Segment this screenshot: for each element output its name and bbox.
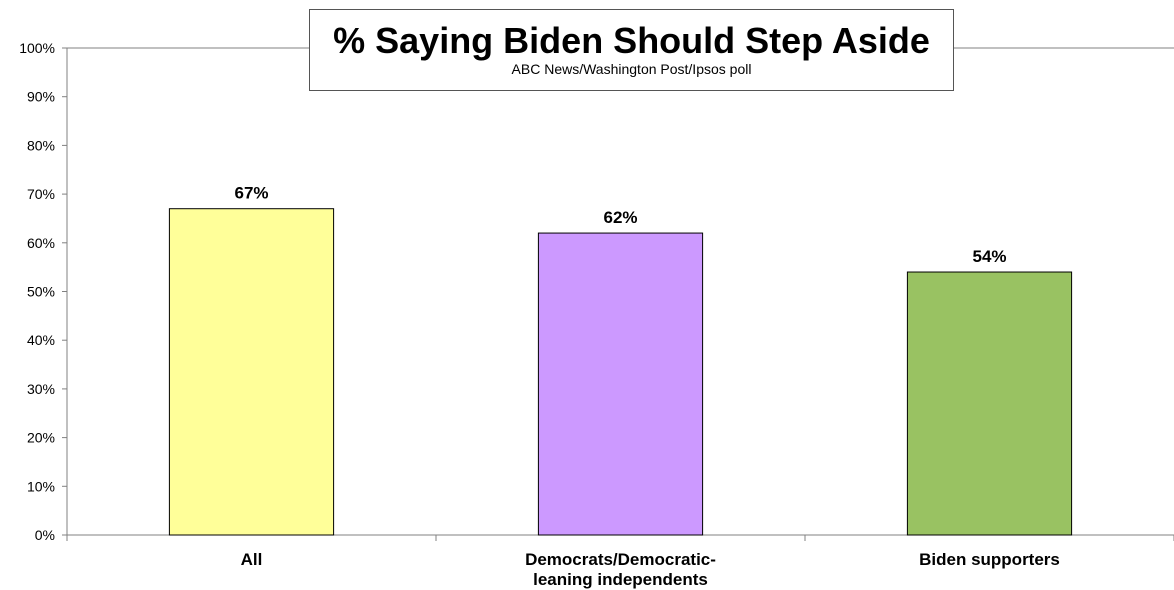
chart-subtitle: ABC News/Washington Post/Ipsos poll	[511, 61, 752, 77]
y-tick-label: 10%	[27, 478, 55, 494]
y-tick-label: 60%	[27, 235, 55, 251]
y-tick-label: 80%	[27, 137, 55, 153]
x-category-label: leaning independents	[533, 570, 708, 589]
bar-value-label: 67%	[234, 184, 268, 203]
bar-value-label: 54%	[972, 247, 1006, 266]
y-tick-label: 100%	[19, 40, 55, 56]
y-tick-label: 20%	[27, 430, 55, 446]
x-category-label: All	[241, 550, 263, 569]
chart-title: % Saying Biden Should Step Aside	[333, 20, 930, 61]
bar-value-label: 62%	[603, 208, 637, 227]
bar-2	[537, 232, 704, 536]
y-tick-label: 50%	[27, 284, 55, 300]
x-category-label: Democrats/Democratic-	[525, 550, 716, 569]
bar-1	[168, 208, 335, 536]
x-category-label: Biden supporters	[919, 550, 1060, 569]
y-tick-label: 90%	[27, 89, 55, 105]
y-tick-label: 70%	[27, 186, 55, 202]
chart-title-box: % Saying Biden Should Step Aside ABC New…	[309, 9, 954, 91]
y-tick-label: 0%	[35, 527, 55, 543]
y-tick-label: 40%	[27, 332, 55, 348]
y-tick-label: 30%	[27, 381, 55, 397]
bar-3	[906, 271, 1073, 536]
